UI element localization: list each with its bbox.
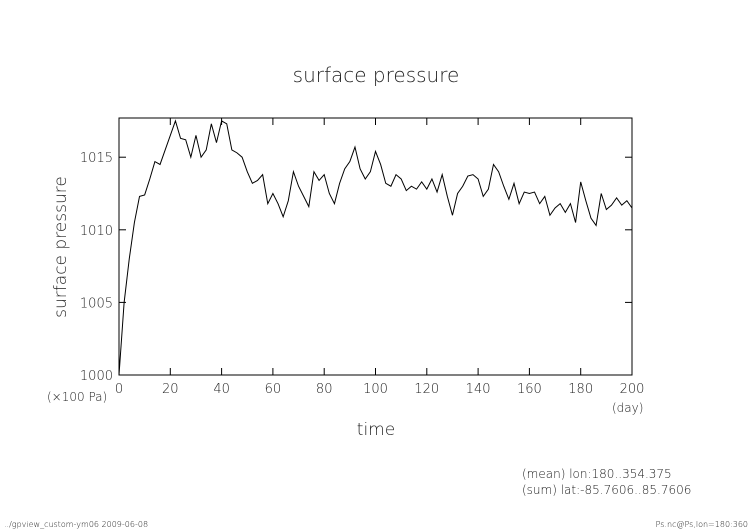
y-tick-label: 1000 xyxy=(80,369,113,384)
x-tick-label: 180 xyxy=(568,382,593,397)
footer: ../gpview_custom-ym06 2009-06-08 xyxy=(4,520,148,529)
data-line xyxy=(118,119,633,376)
x-tick-label: 80 xyxy=(316,382,333,397)
x-tick-label: 60 xyxy=(265,382,282,397)
x-tick-label: 100 xyxy=(363,382,388,397)
y-tick-label: 1010 xyxy=(80,224,113,239)
y-tick-label: 1015 xyxy=(80,151,113,166)
x-axis-label: time xyxy=(357,420,395,440)
x-tick-label: 160 xyxy=(517,382,542,397)
x-unit: (day) xyxy=(612,401,643,415)
y-axis-label: surface pressure xyxy=(51,176,71,318)
annotation: (mean) lon:180..354.375 xyxy=(522,467,672,481)
y-unit: (×100 Pa) xyxy=(47,390,107,404)
annotation: (sum) lat:-85.7606..85.7606 xyxy=(522,483,691,497)
y-tick-label: 1005 xyxy=(80,296,113,311)
footer: Ps.nc@Ps,lon=180:360 xyxy=(656,520,748,529)
x-tick-label: 40 xyxy=(213,382,230,397)
x-tick-label: 20 xyxy=(162,382,179,397)
x-tick-label: 140 xyxy=(466,382,491,397)
x-tick-label: 120 xyxy=(414,382,439,397)
chart-title: surface pressure xyxy=(293,63,460,87)
x-tick-label: 0 xyxy=(115,382,123,397)
x-tick-label: 200 xyxy=(620,382,645,397)
